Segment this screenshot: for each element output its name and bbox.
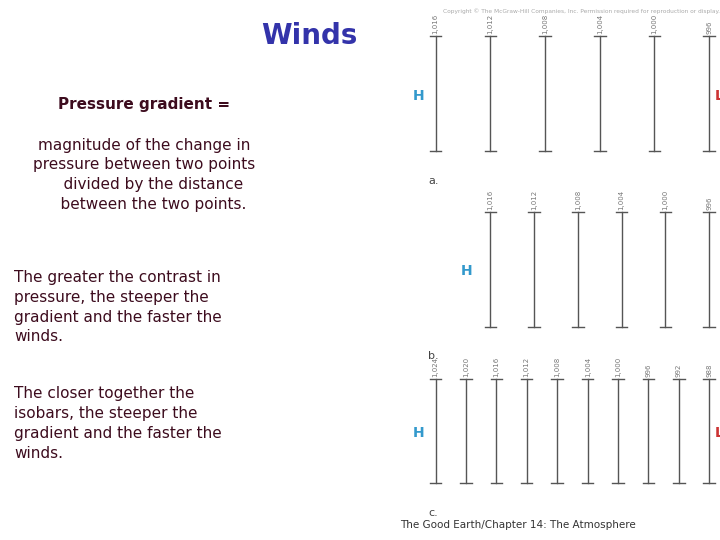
Text: a.: a. (428, 176, 439, 186)
Text: L: L (715, 427, 720, 440)
Text: Copyright © The McGraw-Hill Companies, Inc. Permission required for reproduction: Copyright © The McGraw-Hill Companies, I… (443, 8, 720, 14)
Text: 1,004: 1,004 (597, 14, 603, 34)
Text: 1,008: 1,008 (542, 14, 548, 34)
Text: 1,004: 1,004 (585, 357, 590, 377)
Text: 1,016: 1,016 (433, 14, 438, 34)
Text: 1,004: 1,004 (618, 190, 625, 210)
Text: 996: 996 (706, 196, 712, 210)
Text: 1,016: 1,016 (493, 356, 500, 377)
Text: 992: 992 (676, 363, 682, 377)
Text: 1,008: 1,008 (575, 189, 581, 210)
Text: Pressure gradient =: Pressure gradient = (58, 97, 230, 112)
Text: 1,000: 1,000 (615, 356, 621, 377)
Text: The Good Earth/Chapter 14: The Atmosphere: The Good Earth/Chapter 14: The Atmospher… (400, 520, 636, 530)
Text: 1,012: 1,012 (531, 190, 537, 210)
Text: Winds: Winds (261, 22, 358, 50)
Text: 996: 996 (645, 363, 652, 377)
Text: L: L (715, 89, 720, 103)
Text: 1,000: 1,000 (662, 189, 668, 210)
Text: 1,000: 1,000 (652, 14, 657, 34)
Text: magnitude of the change in
pressure between two points
    divided by the distan: magnitude of the change in pressure betw… (33, 138, 255, 212)
Text: The closer together the
isobars, the steeper the
gradient and the faster the
win: The closer together the isobars, the ste… (14, 386, 222, 461)
Text: H: H (461, 265, 472, 278)
Text: 996: 996 (706, 21, 712, 34)
Text: H: H (413, 427, 425, 440)
Text: c.: c. (428, 508, 438, 518)
Text: b.: b. (428, 351, 439, 361)
Text: 1,012: 1,012 (487, 14, 493, 34)
Text: H: H (413, 89, 425, 103)
Text: 988: 988 (706, 363, 712, 377)
Text: The greater the contrast in
pressure, the steeper the
gradient and the faster th: The greater the contrast in pressure, th… (14, 270, 222, 345)
Text: 1,016: 1,016 (487, 189, 493, 210)
Text: 1,024: 1,024 (433, 357, 438, 377)
Text: 1,008: 1,008 (554, 356, 560, 377)
Text: 1,012: 1,012 (523, 357, 530, 377)
Text: 1,020: 1,020 (463, 357, 469, 377)
